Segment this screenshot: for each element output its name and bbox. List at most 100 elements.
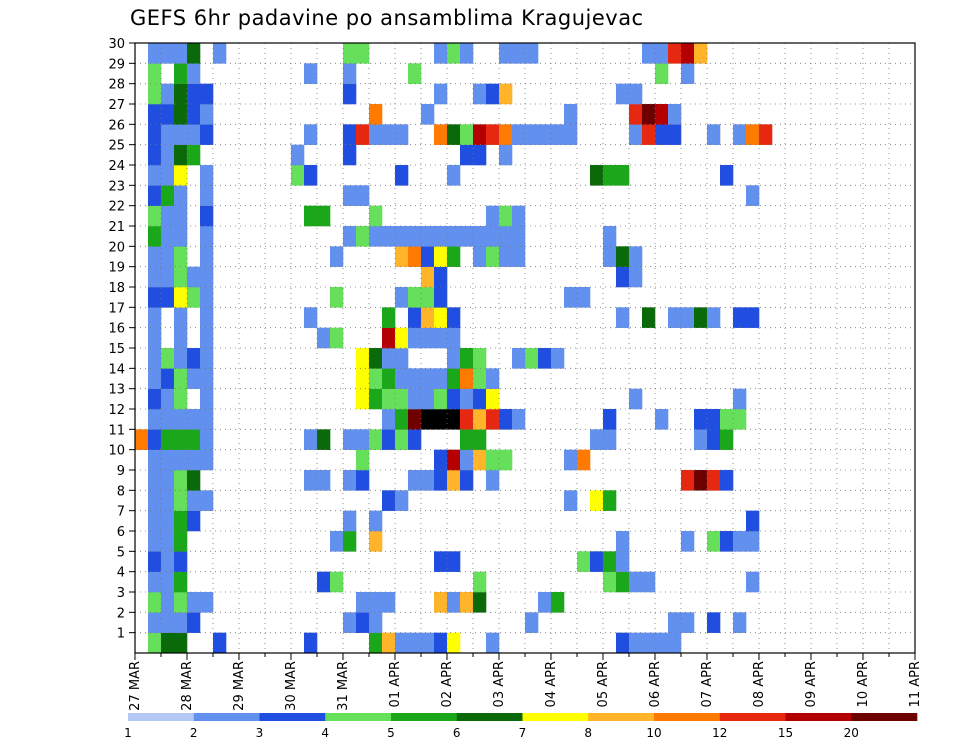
heatmap-cell [356, 226, 370, 247]
heatmap-cell [343, 226, 357, 247]
heatmap-cell [187, 510, 201, 532]
heatmap-cell [330, 287, 344, 308]
y-tick-label: 11 [108, 423, 125, 438]
heatmap-cell [161, 185, 175, 206]
heatmap-cell [148, 571, 162, 593]
heatmap-cell [603, 226, 617, 247]
y-tick-label: 18 [108, 281, 125, 296]
heatmap-cell [408, 246, 422, 267]
heatmap-cell [629, 632, 643, 654]
heatmap-cell [304, 165, 318, 186]
heatmap-cell [655, 632, 669, 654]
heatmap-cell [161, 83, 175, 105]
heatmap-cell [525, 348, 539, 369]
heatmap-cell [447, 470, 461, 491]
heatmap-cell [590, 551, 604, 572]
heatmap-cell [525, 43, 539, 64]
colorbar-segment [588, 713, 655, 721]
heatmap-cell [642, 571, 656, 593]
heatmap-cell [174, 449, 188, 471]
heatmap-cell [174, 144, 188, 166]
y-tick-label: 19 [108, 261, 125, 276]
heatmap-cell [421, 409, 435, 430]
heatmap-cell [694, 307, 708, 328]
heatmap-cell [421, 226, 435, 247]
heatmap-cell [408, 429, 422, 450]
heatmap-cell [447, 388, 461, 410]
heatmap-cell [473, 226, 487, 247]
heatmap-cell [187, 83, 201, 105]
colorbar-label: 4 [321, 726, 329, 740]
colorbar-label: 2 [190, 726, 198, 740]
heatmap-cell [486, 409, 500, 430]
x-tick-label: 05 APR [596, 661, 611, 707]
heatmap-cell [447, 592, 461, 613]
heatmap-cell [356, 388, 370, 410]
heatmap-cell [486, 632, 500, 654]
heatmap-cell [408, 388, 422, 410]
heatmap-cell [512, 226, 526, 247]
heatmap-cell [174, 632, 188, 654]
heatmap-cell [161, 470, 175, 491]
heatmap-cell [161, 531, 175, 552]
heatmap-cell [395, 632, 409, 654]
heatmap-cell [694, 43, 708, 64]
heatmap-cell [356, 612, 370, 633]
heatmap-cell [174, 63, 188, 84]
heatmap-cell [668, 124, 682, 145]
heatmap-cell [746, 510, 760, 532]
y-axis: 1234567891011121314151617181920212223242… [108, 37, 135, 642]
heatmap-cell [642, 43, 656, 64]
heatmap-cell [460, 348, 474, 369]
heatmap-cell [369, 348, 383, 369]
heatmap-cell [200, 388, 214, 410]
heatmap-cell [486, 124, 500, 145]
heatmap-cell [434, 327, 448, 349]
heatmap-cell [421, 327, 435, 349]
heatmap-cell [486, 470, 500, 491]
heatmap-cell [460, 449, 474, 471]
heatmap-cell [200, 205, 214, 227]
heatmap-cell [694, 470, 708, 491]
y-tick-label: 15 [108, 342, 125, 357]
heatmap-cell [421, 266, 435, 288]
heatmap-cell [603, 571, 617, 593]
heatmap-cell [616, 246, 630, 267]
heatmap-cell [434, 368, 448, 389]
heatmap-cell [187, 348, 201, 369]
heatmap-cell [174, 205, 188, 227]
heatmap-cell [486, 388, 500, 410]
heatmap-cell [148, 287, 162, 308]
heatmap-cell [200, 226, 214, 247]
y-tick-label: 25 [108, 139, 125, 154]
colorbar-label: 20 [844, 726, 859, 740]
heatmap-cell [330, 246, 344, 267]
heatmap-cell [733, 388, 747, 410]
heatmap-cell [408, 226, 422, 247]
heatmap-cell [148, 327, 162, 349]
heatmap-cell [629, 83, 643, 105]
heatmap-cell [499, 246, 513, 267]
heatmap-cell [564, 104, 578, 125]
colorbar-label: 5 [387, 726, 395, 740]
y-tick-label: 24 [108, 159, 125, 174]
y-tick-label: 28 [108, 78, 125, 93]
x-tick-label: 09 APR [804, 661, 819, 707]
heatmap-cell [590, 490, 604, 511]
heatmap-cell [512, 205, 526, 227]
heatmap-cell [668, 43, 682, 64]
heatmap-cell [681, 307, 695, 328]
heatmap-cell [434, 592, 448, 613]
heatmap-cell [395, 409, 409, 430]
heatmap-cell [408, 307, 422, 328]
heatmap-cell [200, 185, 214, 206]
heatmap-cell [174, 470, 188, 491]
heatmap-cell [161, 246, 175, 267]
heatmap-cell [382, 388, 396, 410]
heatmap-cell [200, 348, 214, 369]
heatmap-cell [746, 307, 760, 328]
heatmap-cell [746, 531, 760, 552]
heatmap-cell [161, 368, 175, 389]
heatmap-cell [577, 449, 591, 471]
heatmap-cell [473, 571, 487, 593]
